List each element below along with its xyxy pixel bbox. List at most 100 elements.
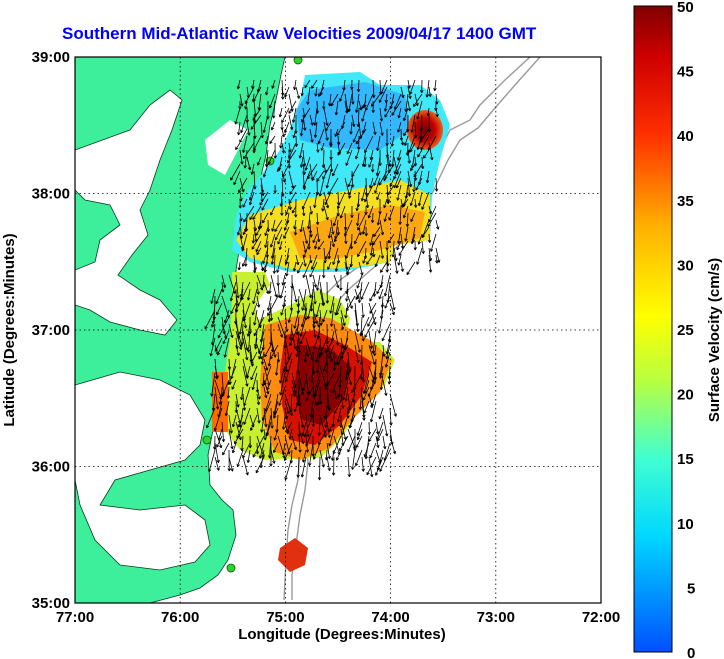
velocity-arrow xyxy=(417,191,423,207)
velocity-arrow xyxy=(248,435,253,449)
colorbar-tick-label: 0 xyxy=(687,645,695,659)
velocity-arrow xyxy=(379,261,388,273)
velocity-arrow xyxy=(354,330,361,353)
velocity-arrow xyxy=(328,344,335,359)
velocity-arrow xyxy=(423,149,430,159)
velocity-arrow xyxy=(322,358,328,372)
velocity-arrow xyxy=(251,93,256,103)
velocity-arrow xyxy=(389,393,397,417)
velocity-arrow xyxy=(302,205,306,217)
velocity-arrow xyxy=(285,261,290,277)
velocity-arrow xyxy=(236,449,244,468)
velocity-arrow xyxy=(244,100,248,110)
velocity-arrow xyxy=(358,226,362,236)
velocity-arrow xyxy=(274,358,279,376)
velocity-arrow xyxy=(315,302,321,318)
velocity-arrow xyxy=(257,93,262,111)
velocity-arrow xyxy=(371,330,377,354)
velocity-arrow xyxy=(299,316,307,337)
velocity-arrow xyxy=(239,93,244,107)
y-tick-label: 36:00 xyxy=(32,459,70,476)
velocity-arrow xyxy=(305,344,310,358)
velocity-arrow xyxy=(312,309,319,325)
velocity-arrow xyxy=(312,442,321,460)
velocity-arrow xyxy=(293,309,300,329)
velocity-arrow xyxy=(242,309,248,329)
velocity-arrow xyxy=(258,442,265,459)
velocity-arrow xyxy=(278,240,283,251)
velocity-arrow xyxy=(409,79,416,95)
velocity-arrow xyxy=(369,400,377,423)
velocity-arrow xyxy=(261,198,269,211)
velocity-arrow xyxy=(300,86,304,97)
velocity-arrow xyxy=(288,114,294,130)
velocity-arrow xyxy=(273,442,279,454)
velocity-arrow xyxy=(262,261,269,271)
velocity-arrow xyxy=(204,309,216,330)
velocity-arrow xyxy=(333,274,340,289)
velocity-arrow xyxy=(347,351,352,373)
velocity-arrow xyxy=(224,400,230,417)
velocity-arrow xyxy=(351,372,363,394)
velocity-arrow xyxy=(378,407,384,420)
bay-water xyxy=(75,89,183,336)
velocity-arrow xyxy=(358,261,364,276)
velocity-arrow xyxy=(260,351,265,365)
velocity-arrow xyxy=(263,379,270,395)
velocity-arrow xyxy=(376,212,381,226)
velocity-arrow xyxy=(289,323,293,341)
velocity-arrow xyxy=(250,365,258,381)
velocity-arrow xyxy=(284,358,293,382)
velocity-arrow xyxy=(260,121,264,139)
velocity-arrow xyxy=(323,107,329,126)
velocity-arrow xyxy=(427,212,437,228)
velocity-arrow xyxy=(291,205,297,214)
velocity-arrow xyxy=(378,86,388,103)
velocity-arrow xyxy=(407,170,413,188)
velocity-arrow xyxy=(250,351,258,365)
velocity-arrow xyxy=(271,219,276,232)
velocity-arrow xyxy=(319,309,323,326)
velocity-arrow xyxy=(361,219,367,235)
velocity-arrow xyxy=(263,407,268,428)
velocity-arrow xyxy=(374,177,381,194)
velocity-arrow xyxy=(428,254,433,273)
velocity-arrow xyxy=(302,170,311,189)
velocity-arrow xyxy=(242,365,249,387)
velocity-arrow xyxy=(384,295,391,309)
velocity-arrow xyxy=(375,435,380,449)
velocity-arrow xyxy=(302,261,311,278)
y-axis-ticks: 39:00 38:00 37:00 36:00 35:00 xyxy=(32,49,70,612)
velocity-arrow xyxy=(279,281,286,299)
velocity-arrow xyxy=(214,442,220,464)
velocity-arrow xyxy=(323,247,327,264)
x-tick-label: 77:00 xyxy=(56,609,94,626)
velocity-arrow xyxy=(344,302,349,319)
velocity-arrow xyxy=(256,274,264,291)
velocity-arrow xyxy=(333,323,340,346)
velocity-arrow xyxy=(378,288,384,300)
velocity-arrow xyxy=(319,414,327,438)
velocity-arrow xyxy=(313,191,318,209)
velocity-arrow xyxy=(367,421,372,435)
colorbar-ticks: 50 45 40 35 30 25 20 15 10 5 0 xyxy=(677,0,695,659)
velocity-arrow xyxy=(286,421,293,433)
velocity-arrow xyxy=(362,254,367,264)
velocity-arrow xyxy=(217,316,230,339)
velocity-arrow xyxy=(256,386,261,400)
velocity-arrow xyxy=(270,205,276,216)
velocity-arrow xyxy=(420,156,425,170)
velocity-arrow xyxy=(400,233,405,249)
velocity-arrow xyxy=(417,233,423,245)
velocity-arrow xyxy=(317,421,322,436)
velocity-arrow xyxy=(421,191,430,210)
velocity-arrow xyxy=(261,372,265,387)
velocity-arrow xyxy=(311,170,318,181)
velocity-arrow xyxy=(287,149,297,164)
velocity-arrow xyxy=(368,156,374,168)
velocity-arrow xyxy=(311,407,316,427)
velocity-arrow xyxy=(235,344,240,356)
velocity-arrow xyxy=(339,274,343,291)
velocity-arrow xyxy=(330,93,339,107)
velocity-arrow xyxy=(370,212,375,223)
